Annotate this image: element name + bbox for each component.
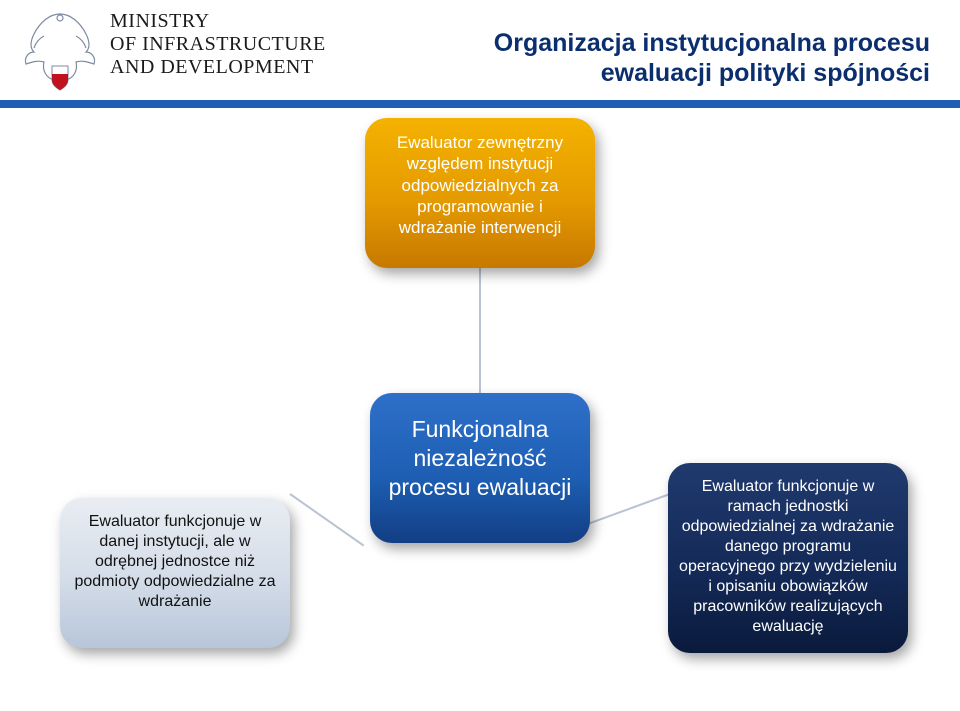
- diagram-canvas: Ewaluator zewnętrzny względem instytucji…: [0, 108, 960, 711]
- title-line1: Organizacja instytucjonalna procesu: [494, 28, 930, 58]
- header-band: [0, 100, 960, 108]
- node-right-text: Ewaluator funkcjonuje w ramach jednostki…: [668, 463, 908, 637]
- ministry-name: MINISTRY OF INFRASTRUCTURE AND DEVELOPME…: [110, 10, 326, 79]
- node-top-text: Ewaluator zewnętrzny względem instytucji…: [365, 118, 595, 238]
- ministry-line3: AND DEVELOPMENT: [110, 56, 326, 79]
- connector-center-right: [585, 493, 670, 526]
- ministry-line1: MINISTRY: [110, 10, 326, 33]
- slide-title: Organizacja instytucjonalna procesu ewal…: [494, 28, 930, 88]
- header: MINISTRY OF INFRASTRUCTURE AND DEVELOPME…: [0, 0, 960, 100]
- node-left: Ewaluator funkcjonuje w danej instytucji…: [60, 498, 290, 648]
- connector-center-left: [289, 493, 364, 546]
- connector-top-center: [479, 268, 481, 393]
- node-center-text: Funkcjonalna niezależność procesu ewalua…: [370, 393, 590, 501]
- title-line2: ewaluacji polityki spójności: [494, 58, 930, 88]
- eagle-logo: [20, 8, 100, 96]
- node-top: Ewaluator zewnętrzny względem instytucji…: [365, 118, 595, 268]
- ministry-line2: OF INFRASTRUCTURE: [110, 33, 326, 56]
- node-center: Funkcjonalna niezależność procesu ewalua…: [370, 393, 590, 543]
- node-right: Ewaluator funkcjonuje w ramach jednostki…: [668, 463, 908, 653]
- node-left-text: Ewaluator funkcjonuje w danej instytucji…: [60, 498, 290, 612]
